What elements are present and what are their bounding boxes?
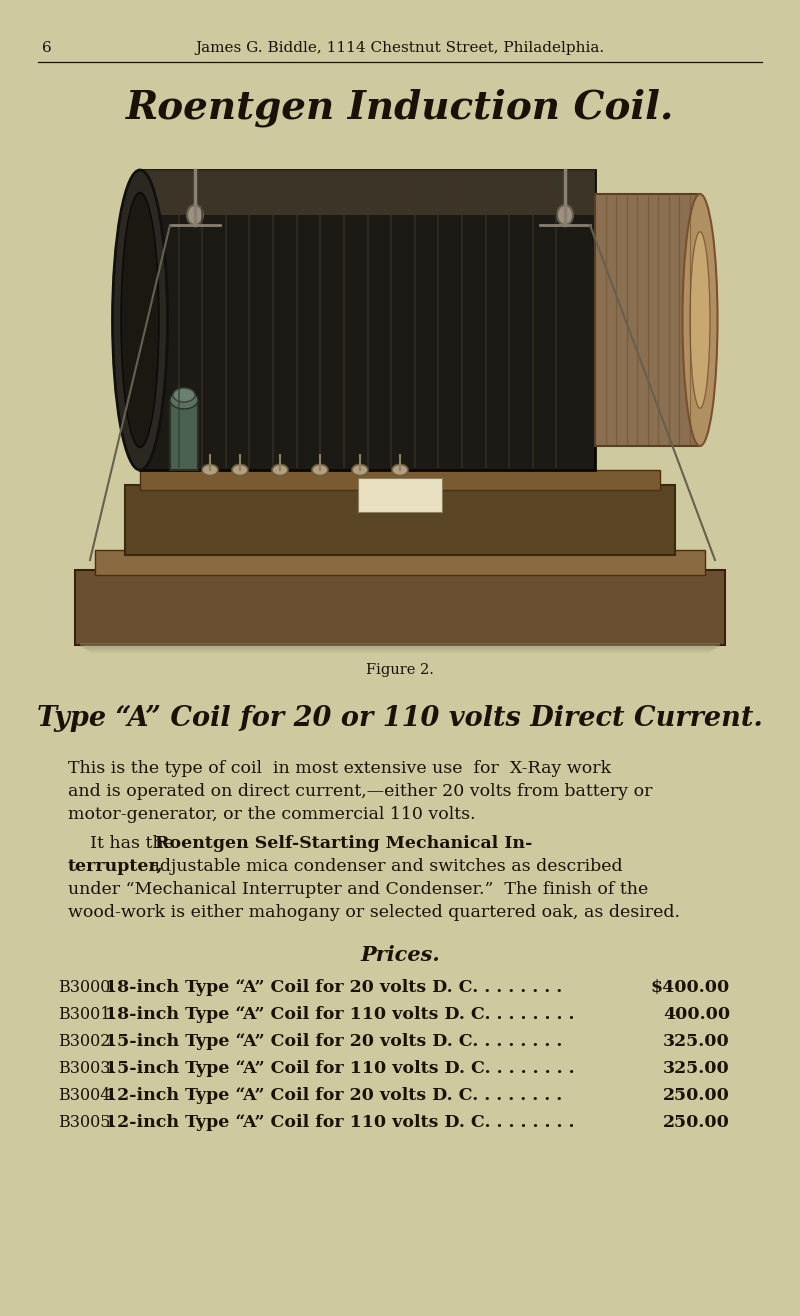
Ellipse shape bbox=[232, 465, 248, 475]
Text: 400.00: 400.00 bbox=[663, 1005, 730, 1023]
Text: 15-inch Type “A” Coil for 110 volts D. C. . . . . . . .: 15-inch Type “A” Coil for 110 volts D. C… bbox=[105, 1059, 574, 1076]
Text: 18-inch Type “A” Coil for 20 volts D. C. . . . . . . .: 18-inch Type “A” Coil for 20 volts D. C.… bbox=[105, 979, 562, 996]
FancyBboxPatch shape bbox=[75, 570, 725, 645]
Text: B3005.: B3005. bbox=[58, 1115, 116, 1130]
FancyBboxPatch shape bbox=[358, 478, 442, 512]
Text: Prices.: Prices. bbox=[360, 945, 440, 965]
Text: Figure 2.: Figure 2. bbox=[366, 663, 434, 676]
Text: 325.00: 325.00 bbox=[663, 1059, 730, 1076]
Text: B3004.: B3004. bbox=[58, 1087, 115, 1104]
Ellipse shape bbox=[392, 465, 408, 475]
Text: 12-inch Type “A” Coil for 110 volts D. C. . . . . . . .: 12-inch Type “A” Coil for 110 volts D. C… bbox=[105, 1115, 574, 1130]
Text: 250.00: 250.00 bbox=[663, 1087, 730, 1104]
Ellipse shape bbox=[187, 205, 203, 225]
Text: Roentgen Self-Starting Mechanical In-: Roentgen Self-Starting Mechanical In- bbox=[155, 834, 532, 851]
Text: $400.00: $400.00 bbox=[650, 979, 730, 996]
Text: and is operated on direct current,—either 20 volts from battery or: and is operated on direct current,—eithe… bbox=[68, 783, 653, 800]
Ellipse shape bbox=[121, 192, 159, 447]
FancyBboxPatch shape bbox=[140, 170, 595, 470]
FancyBboxPatch shape bbox=[140, 470, 660, 490]
Text: 15-inch Type “A” Coil for 20 volts D. C. . . . . . . .: 15-inch Type “A” Coil for 20 volts D. C.… bbox=[105, 1033, 562, 1050]
Ellipse shape bbox=[113, 170, 167, 470]
FancyBboxPatch shape bbox=[86, 647, 714, 651]
Text: It has the: It has the bbox=[90, 834, 179, 851]
Text: motor-generator, or the commercial 110 volts.: motor-generator, or the commercial 110 v… bbox=[68, 805, 476, 822]
Text: 6: 6 bbox=[42, 41, 52, 55]
Ellipse shape bbox=[272, 465, 288, 475]
FancyBboxPatch shape bbox=[125, 486, 675, 555]
Text: 250.00: 250.00 bbox=[663, 1115, 730, 1130]
Ellipse shape bbox=[170, 391, 198, 409]
Text: 325.00: 325.00 bbox=[663, 1033, 730, 1050]
FancyBboxPatch shape bbox=[80, 644, 720, 647]
FancyBboxPatch shape bbox=[140, 170, 595, 215]
FancyBboxPatch shape bbox=[83, 645, 717, 649]
Ellipse shape bbox=[312, 465, 328, 475]
Text: B3002.: B3002. bbox=[58, 1033, 115, 1050]
Text: B3000.: B3000. bbox=[58, 979, 115, 996]
Text: Type “A” Coil for 20 or 110 volts Direct Current.: Type “A” Coil for 20 or 110 volts Direct… bbox=[37, 704, 763, 732]
Text: This is the type of coil  in most extensive use  for  X-Ray work: This is the type of coil in most extensi… bbox=[68, 761, 611, 776]
Text: adjustable mica condenser and switches as described: adjustable mica condenser and switches a… bbox=[144, 858, 622, 875]
FancyBboxPatch shape bbox=[595, 193, 700, 446]
Text: terrupter,: terrupter, bbox=[68, 858, 164, 875]
FancyBboxPatch shape bbox=[95, 550, 705, 575]
Ellipse shape bbox=[690, 232, 710, 408]
Text: James G. Biddle, 1114 Chestnut Street, Philadelphia.: James G. Biddle, 1114 Chestnut Street, P… bbox=[195, 41, 605, 55]
Text: B3003.: B3003. bbox=[58, 1059, 116, 1076]
Ellipse shape bbox=[682, 193, 718, 446]
Text: B3001.: B3001. bbox=[58, 1005, 116, 1023]
Text: under “Mechanical Interrupter and Condenser.”  The finish of the: under “Mechanical Interrupter and Conden… bbox=[68, 880, 648, 898]
Ellipse shape bbox=[557, 205, 573, 225]
Text: 12-inch Type “A” Coil for 20 volts D. C. . . . . . . .: 12-inch Type “A” Coil for 20 volts D. C.… bbox=[105, 1087, 562, 1104]
Ellipse shape bbox=[173, 388, 195, 401]
Ellipse shape bbox=[202, 465, 218, 475]
FancyBboxPatch shape bbox=[89, 649, 711, 653]
Ellipse shape bbox=[352, 465, 368, 475]
Text: 18-inch Type “A” Coil for 110 volts D. C. . . . . . . .: 18-inch Type “A” Coil for 110 volts D. C… bbox=[105, 1005, 574, 1023]
Text: wood-work is either mahogany or selected quartered oak, as desired.: wood-work is either mahogany or selected… bbox=[68, 904, 680, 921]
Text: Roentgen Induction Coil.: Roentgen Induction Coil. bbox=[126, 88, 674, 128]
FancyBboxPatch shape bbox=[170, 400, 198, 470]
